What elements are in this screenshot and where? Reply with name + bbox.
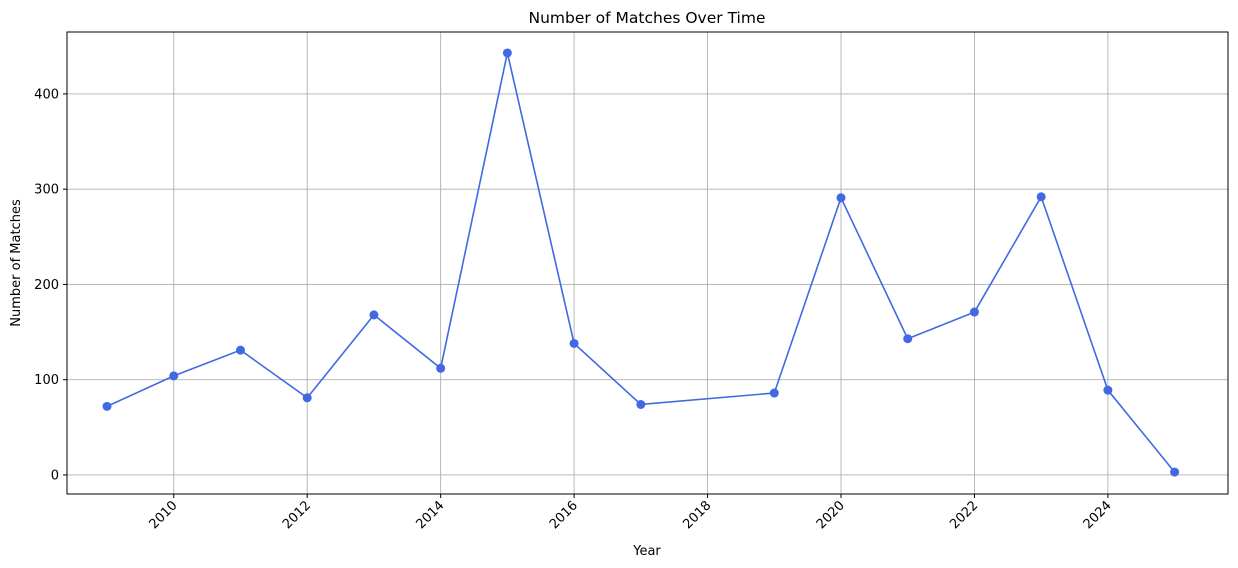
x-tick-label: 2022 — [947, 498, 981, 532]
data-point — [836, 193, 846, 203]
y-tick-label: 0 — [51, 468, 59, 483]
y-tick-label: 100 — [34, 373, 59, 388]
grid-lines — [67, 32, 1228, 494]
data-point — [235, 345, 245, 355]
x-axis-label: Year — [632, 544, 661, 559]
y-tick-label: 300 — [34, 183, 59, 198]
data-point — [1170, 467, 1180, 477]
y-tick-label: 200 — [34, 278, 59, 293]
data-point — [1103, 385, 1113, 395]
chart-title: Number of Matches Over Time — [528, 9, 765, 27]
data-point — [169, 371, 179, 381]
data-series — [102, 48, 1180, 477]
x-tick-label: 2012 — [280, 498, 314, 532]
data-point — [636, 399, 646, 409]
x-tick-label: 2014 — [413, 498, 447, 532]
plot-area-frame — [66, 31, 1229, 495]
data-point — [569, 338, 579, 348]
x-tick-label: 2024 — [1081, 498, 1115, 532]
data-point — [769, 388, 779, 398]
data-point — [502, 48, 512, 58]
data-point — [302, 393, 312, 403]
y-tick-label: 400 — [34, 87, 59, 102]
series-line — [106, 52, 1176, 473]
x-tick-label: 2018 — [680, 498, 714, 532]
y-axis-label: Number of Matches — [9, 199, 24, 327]
data-point — [1036, 192, 1046, 202]
x-tick-label: 2010 — [147, 498, 181, 532]
y-axis-ticks: 0 100 200 300 400 — [34, 87, 67, 483]
x-axis-ticks: 2010 2012 2014 2016 2018 2020 2022 2024 — [147, 494, 1115, 532]
data-point — [903, 334, 913, 344]
data-point — [436, 363, 446, 373]
data-point — [369, 310, 379, 320]
data-point — [969, 307, 979, 317]
data-point — [102, 401, 112, 411]
x-tick-label: 2020 — [814, 498, 848, 532]
x-tick-label: 2016 — [547, 498, 581, 532]
